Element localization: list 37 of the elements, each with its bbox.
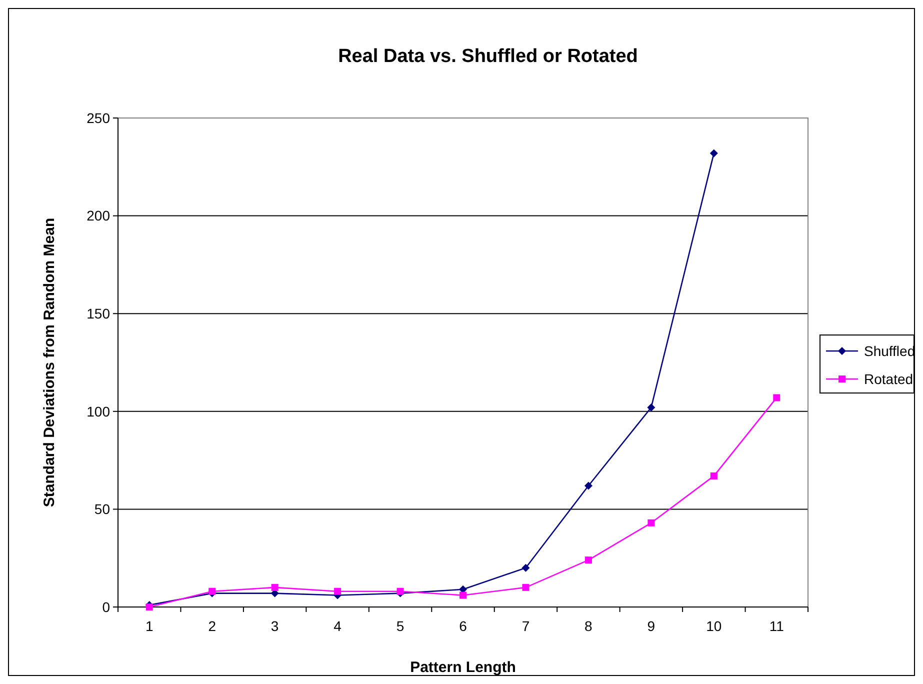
point	[208, 588, 216, 595]
x-tick-label: 5	[396, 618, 404, 634]
x-tick-label: 1	[145, 618, 154, 634]
point	[271, 584, 278, 591]
point	[584, 482, 592, 490]
x-tick-label: 9	[647, 618, 656, 634]
legend-label: Shuffled	[864, 342, 916, 359]
point	[460, 592, 466, 599]
y-tick-label: 250	[86, 110, 110, 126]
y-axis-title: Standard Deviations from Random Mean	[41, 218, 58, 508]
y-tick-label: 50	[94, 501, 110, 518]
x-tick-label: 6	[459, 618, 468, 634]
y-tick-label: 100	[86, 403, 110, 420]
y-tick-label: 0	[102, 598, 110, 615]
x-axis-title: Pattern Length	[410, 659, 516, 676]
x-tick-label: 8	[584, 618, 593, 634]
y-tick-label: 200	[86, 208, 110, 224]
point	[146, 604, 153, 610]
x-tick-label: 7	[522, 618, 530, 634]
point	[334, 588, 342, 595]
point	[584, 556, 592, 564]
point	[522, 564, 530, 572]
legend-label: Rotated	[864, 370, 914, 387]
x-tick-label: 10	[706, 618, 722, 634]
x-tick-label: 4	[334, 618, 342, 634]
x-tick-label: 3	[270, 618, 279, 634]
x-tick-label: 11	[769, 618, 784, 634]
x-tick-label: 2	[208, 618, 216, 634]
point	[710, 472, 718, 480]
point	[522, 584, 530, 591]
y-tick-label: 150	[86, 306, 110, 322]
point	[648, 519, 655, 526]
point	[396, 588, 404, 595]
point	[710, 149, 718, 158]
point	[773, 394, 780, 402]
point	[647, 403, 656, 412]
chart-title: Real Data vs. Shuffled or Rotated	[338, 46, 638, 67]
